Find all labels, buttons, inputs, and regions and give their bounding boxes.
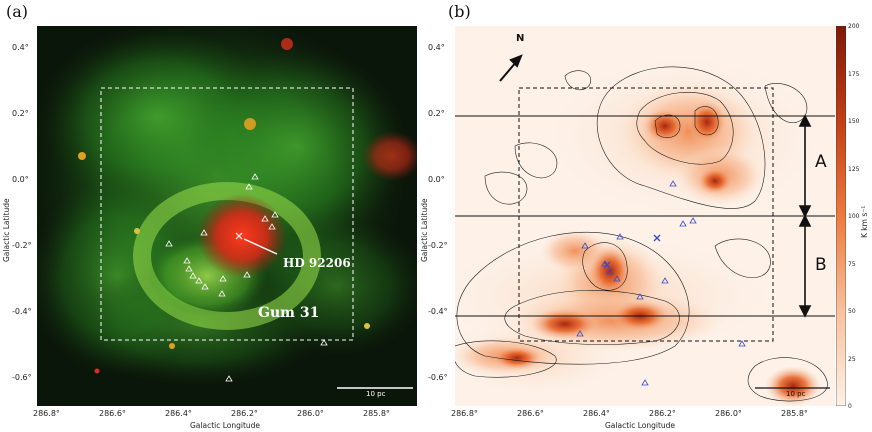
north-label: N xyxy=(516,33,525,44)
panel-b-xtick-2: 286.4° xyxy=(583,409,610,418)
panel-b-xtick-3: 286.2° xyxy=(649,409,676,418)
panel-b-ytick-5: -0.6° xyxy=(428,373,448,382)
colorbar xyxy=(836,26,846,406)
hd92206-label: HD 92206 xyxy=(283,256,351,270)
panel-a-xlabel: Galactic Longitude xyxy=(190,421,261,430)
panel-a-xtick-4: 286.0° xyxy=(297,409,324,418)
panel-a-xtick-3: 286.2° xyxy=(231,409,258,418)
colorbar-label: K km s⁻¹ xyxy=(860,205,869,238)
panel-b-ytick-4: -0.4° xyxy=(428,307,448,316)
region-a-label: A xyxy=(815,152,827,172)
colorbar-tick-4: 100 xyxy=(848,213,860,220)
panel-a-xtick-0: 286.8° xyxy=(33,409,60,418)
colorbar-tick-2: 150 xyxy=(848,118,860,125)
colorbar-tick-0: 200 xyxy=(848,23,860,30)
panel-a-ylabel: Galactic Latitude xyxy=(2,198,11,262)
panel-b-ytick-3: -0.2° xyxy=(428,241,448,250)
panel-b-xtick-1: 286.6° xyxy=(517,409,544,418)
panel-b-xtick-0: 286.8° xyxy=(451,409,478,418)
panel-a-image xyxy=(37,26,417,406)
panel-a-ytick-1: 0.2° xyxy=(12,109,29,118)
panel-a-xtick-1: 286.6° xyxy=(99,409,126,418)
panel-b-xtick-4: 286.0° xyxy=(715,409,742,418)
panel-b-label: (b) xyxy=(448,2,471,21)
panel-b-ytick-2: 0.0° xyxy=(428,175,445,184)
panel-a-ytick-3: -0.2° xyxy=(12,241,32,250)
panel-a-ytick-5: -0.6° xyxy=(12,373,32,382)
panel-b-map xyxy=(455,26,835,406)
colorbar-tick-5: 75 xyxy=(848,260,856,268)
colorbar-tick-8: 0 xyxy=(848,403,852,410)
panel-b-xlabel: Galactic Longitude xyxy=(605,421,676,430)
panel-b-scale-label: 10 pc xyxy=(786,390,806,398)
colorbar-tick-1: 175 xyxy=(848,70,860,78)
region-b-label: B xyxy=(815,255,827,275)
panel-b-xtick-5: 285.8° xyxy=(781,409,808,418)
panel-b-ylabel: Galactic Latitude xyxy=(420,198,429,262)
colorbar-tick-3: 125 xyxy=(848,165,860,173)
panel-a-ytick-4: -0.4° xyxy=(12,307,32,316)
panel-b-ytick-1: 0.2° xyxy=(428,109,445,118)
panel-a-xtick-5: 285.8° xyxy=(363,409,390,418)
panel-a-scale-label: 10 pc xyxy=(366,390,386,398)
panel-b-ytick-0: 0.4° xyxy=(428,43,445,52)
colorbar-tick-6: 50 xyxy=(848,308,856,315)
panel-a-label: (a) xyxy=(6,2,29,21)
panel-a-ytick-0: 0.4° xyxy=(12,43,29,52)
panel-a-ytick-2: 0.0° xyxy=(12,175,29,184)
panel-a-xtick-2: 286.4° xyxy=(165,409,192,418)
colorbar-tick-7: 25 xyxy=(848,355,856,363)
gum31-label: Gum 31 xyxy=(258,305,320,321)
